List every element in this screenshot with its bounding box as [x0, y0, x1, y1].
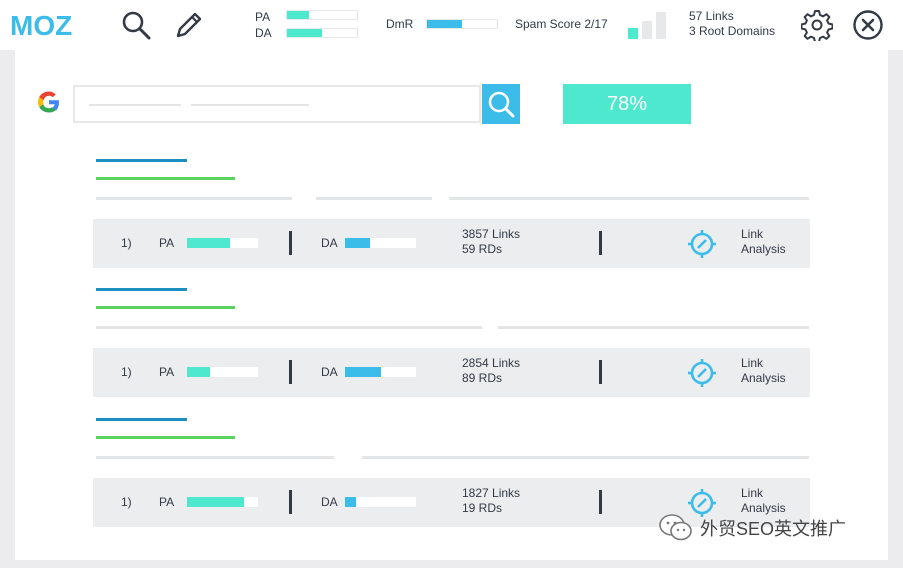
pa-meter [286, 10, 358, 20]
result-pa-meter [187, 497, 258, 507]
result-pa-meter-fill [187, 497, 244, 507]
link-analysis-label-line1: Link [741, 486, 764, 500]
result-da-meter [345, 497, 416, 507]
result-links-count: 1827 Links [462, 486, 521, 500]
result-metrics-row: 1) PA DA 3857 Links 59 RDs Link Analysis [93, 219, 810, 268]
result-pa-label: PA [159, 236, 175, 250]
row-separator [289, 490, 292, 514]
result-snippet-line [316, 197, 432, 200]
root-domains-count: 3 Root Domains [689, 24, 776, 38]
target-icon[interactable] [687, 358, 717, 388]
result-rds-count: 59 RDs [462, 242, 503, 256]
wechat-icon [659, 514, 692, 541]
link-analysis-label-line1: Link [741, 227, 764, 241]
link-analysis-link[interactable]: Link Analysis [741, 486, 786, 516]
pencil-icon[interactable] [173, 9, 205, 41]
result-pa-label: PA [159, 365, 175, 379]
link-analysis-label-line2: Analysis [741, 242, 786, 256]
result-da-label: DA [321, 365, 338, 379]
row-separator [289, 231, 292, 255]
result-url-line [96, 306, 235, 309]
row-separator [599, 231, 602, 255]
moz-toolbar: MOZ PA DA DmR Spam Score 2/17 57 Links 3… [0, 0, 903, 50]
result-pa-meter-fill [187, 367, 211, 377]
svg-text:MOZ: MOZ [10, 12, 72, 38]
dmr-label: DmR [386, 17, 414, 31]
result-pa-meter [187, 238, 258, 248]
result-da-meter-fill [345, 238, 370, 248]
result-links: 2854 Links 89 RDs [462, 356, 520, 386]
target-icon[interactable] [687, 488, 717, 518]
da-meter [286, 28, 358, 38]
result-links: 3857 Links 59 RDs [462, 227, 520, 257]
spam-score: Spam Score 2/17 [515, 17, 608, 31]
result-da-meter [345, 238, 416, 248]
close-icon[interactable] [852, 9, 884, 41]
result-rank: 1) [121, 236, 132, 250]
result-da-label: DA [321, 236, 338, 250]
result-title-line [96, 159, 187, 162]
result-links-count: 2854 Links [462, 356, 521, 370]
result-snippet-line [498, 326, 809, 329]
da-meter-fill [287, 29, 322, 37]
row-separator [599, 360, 602, 384]
result-rds-count: 89 RDs [462, 371, 503, 385]
links-count: 57 Links [689, 9, 734, 23]
row-separator [599, 490, 602, 514]
result-rds-count: 19 RDs [462, 501, 503, 515]
result-da-meter-fill [345, 367, 381, 377]
result-da-meter-fill [345, 497, 356, 507]
result-rank: 1) [121, 495, 132, 509]
google-icon [38, 91, 59, 113]
search-input[interactable] [73, 85, 481, 123]
result-snippet-line [96, 326, 482, 329]
result-pa-label: PA [159, 495, 175, 509]
result-pa-meter-fill [187, 238, 230, 248]
signal-bars-icon [628, 12, 666, 39]
search-button[interactable] [482, 84, 520, 124]
link-analysis-label-line2: Analysis [741, 371, 786, 385]
dmr-meter [426, 19, 498, 29]
link-analysis-link[interactable]: Link Analysis [741, 227, 786, 257]
gear-icon[interactable] [801, 9, 833, 41]
result-links-count: 3857 Links [462, 227, 521, 241]
result-snippet-line [96, 197, 292, 200]
result-metrics-row: 1) PA DA 2854 Links 89 RDs Link Analysis [93, 348, 810, 397]
result-pa-meter [187, 367, 258, 377]
moz-logo[interactable]: MOZ [10, 12, 102, 38]
result-da-label: DA [321, 495, 338, 509]
result-url-line [96, 436, 235, 439]
search-results-page [15, 50, 888, 560]
result-url-line [96, 177, 235, 180]
dmr-meter-fill [427, 20, 462, 28]
pa-meter-fill [287, 11, 310, 19]
result-da-meter [345, 367, 416, 377]
wechat-watermark: 外贸SEO英文推广 [658, 510, 846, 546]
link-analysis-link[interactable]: Link Analysis [741, 356, 786, 386]
pa-label: PA [255, 10, 271, 24]
link-analysis-label-line1: Link [741, 356, 764, 370]
search-icon [488, 91, 515, 118]
target-icon[interactable] [687, 229, 717, 259]
da-label: DA [255, 26, 272, 40]
result-title-line [96, 418, 187, 421]
search-placeholder-line [89, 104, 181, 106]
result-metrics-row: 1) PA DA 1827 Links 19 RDs Link Analysis [93, 478, 810, 527]
search-icon[interactable] [120, 9, 152, 41]
search-placeholder-line [191, 104, 309, 106]
result-snippet-line [362, 456, 809, 459]
result-snippet-line [96, 456, 334, 459]
result-rank: 1) [121, 365, 132, 379]
row-separator [289, 360, 292, 384]
link-analysis-label-line2: Analysis [741, 501, 786, 515]
score-badge: 78% [563, 84, 691, 124]
watermark-text: 外贸SEO英文推广 [700, 519, 847, 539]
result-title-line [96, 288, 187, 291]
result-links: 1827 Links 19 RDs [462, 486, 520, 516]
result-snippet-line [449, 197, 809, 200]
